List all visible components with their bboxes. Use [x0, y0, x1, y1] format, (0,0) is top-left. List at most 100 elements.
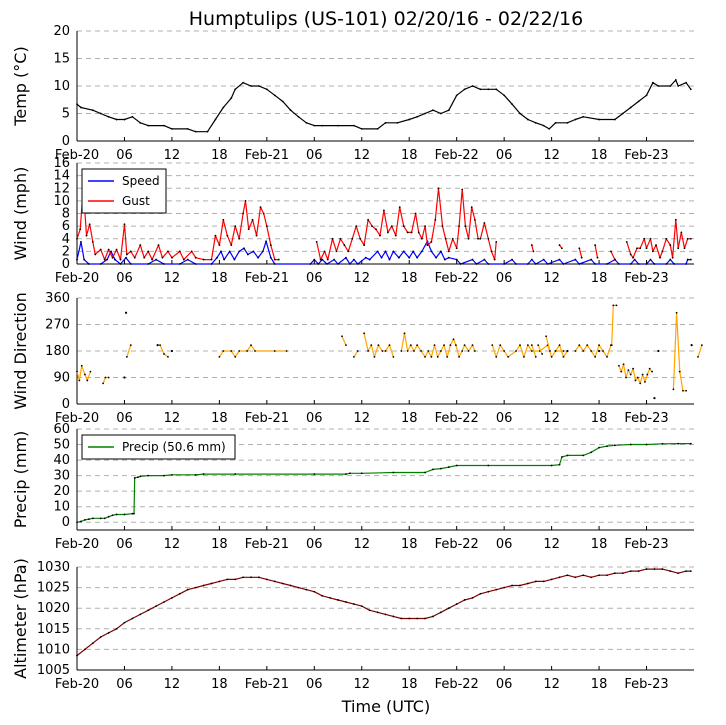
wind-data-point	[384, 250, 387, 253]
direction-data-point	[641, 373, 644, 376]
temp-data-point	[80, 106, 82, 109]
wind-data-point	[685, 263, 687, 265]
direction-data-point	[230, 350, 233, 352]
wind-legend	[81, 168, 167, 214]
wind-data-point	[590, 258, 593, 261]
direction-xtick-label: 06	[116, 411, 133, 426]
altimeter-data-point	[337, 599, 339, 601]
wind-series-gust-line	[316, 187, 497, 261]
direction-data-point	[238, 350, 241, 352]
altimeter-data-point	[242, 576, 245, 579]
temp-data-point	[689, 88, 692, 91]
altimeter-data-point	[479, 592, 482, 595]
wind-xtick-label: 18	[401, 271, 418, 286]
temp-xtick-label: 06	[116, 148, 133, 163]
wind-data-point	[345, 256, 347, 259]
altimeter-data-point	[511, 584, 513, 587]
temp-data-point	[250, 85, 252, 87]
wind-data-point	[493, 258, 496, 261]
wind-data-point	[487, 237, 490, 240]
wind-xtick-label: 12	[543, 271, 560, 286]
wind-data-point	[645, 263, 648, 265]
wind-data-point	[390, 225, 393, 228]
wind-data-point	[87, 263, 90, 265]
direction-data-point	[586, 344, 589, 347]
wind-xtick-label: Feb-22	[435, 271, 479, 286]
altimeter-data-point	[495, 588, 498, 591]
wind-data-point	[139, 244, 142, 246]
temp-data-point	[637, 100, 640, 103]
wind-data-point	[76, 237, 78, 240]
temp-data-point	[107, 115, 110, 118]
wind-data-point	[386, 231, 389, 234]
precip-data-point	[137, 476, 139, 479]
altimeter-data-point	[360, 605, 363, 608]
wind-data-point	[106, 258, 108, 261]
wind-data-point	[255, 234, 258, 237]
wind-data-point	[335, 250, 338, 253]
direction-data-point	[420, 350, 422, 352]
wind-data-point	[661, 250, 664, 253]
direction-data-point	[458, 355, 460, 358]
altimeter-data-point	[637, 570, 640, 573]
direction-data-point	[632, 367, 634, 370]
precip-xtick-label: 12	[353, 537, 370, 552]
wind-data-point	[171, 256, 173, 259]
temp-data-point	[305, 121, 308, 124]
wind-data-point	[111, 256, 114, 259]
wind-data-point	[194, 263, 197, 265]
temp-data-point	[503, 94, 506, 97]
direction-data-point	[403, 332, 406, 335]
direction-series-direction-line	[126, 344, 132, 358]
wind-data-point	[483, 258, 486, 261]
direction-data-point	[651, 370, 653, 373]
altimeter-data-point	[99, 636, 102, 638]
precip-ytick-label: 20	[53, 484, 70, 499]
wind-ytick-label: 14	[53, 169, 70, 184]
wind-ytick-label: 10	[53, 194, 70, 209]
direction-data-point	[449, 344, 452, 347]
temp-xtick-label: 06	[496, 148, 513, 163]
altimeter-data-point	[424, 617, 426, 620]
direction-data-point	[519, 344, 521, 347]
altimeter-data-point	[123, 621, 126, 624]
temp-data-point	[123, 118, 126, 121]
altimeter-data-point	[392, 615, 395, 618]
wind-data-point	[477, 237, 479, 240]
wind-data-point	[182, 258, 185, 261]
altimeter-data-point	[210, 582, 213, 585]
wind-data-point	[223, 258, 226, 261]
wind-data-point	[218, 244, 221, 246]
wind-data-point	[447, 250, 450, 253]
direction-data-point	[545, 335, 547, 338]
direction-ytick-label: 360	[45, 291, 70, 306]
direction-ytick-label: 90	[53, 371, 70, 386]
precip-data-point	[360, 472, 363, 475]
wind-data-point	[186, 258, 189, 261]
wind-data-point	[147, 250, 150, 253]
wind-data-point	[434, 218, 437, 221]
altimeter-data-point	[629, 570, 632, 573]
wind-data-point	[680, 231, 683, 234]
altimeter-data-point	[542, 580, 545, 583]
direction-data-point	[620, 370, 623, 373]
wind-data-point	[85, 234, 88, 237]
wind-data-point	[194, 256, 197, 259]
wind-y-axis-title: Wind (mph)	[11, 167, 30, 261]
direction-data-point	[381, 350, 384, 352]
altimeter-data-point	[487, 590, 490, 593]
direction-xtick-label: 18	[401, 411, 418, 426]
direction-data-point	[373, 355, 376, 358]
direction-data-point	[625, 376, 627, 379]
wind-data-point	[475, 263, 478, 265]
temp-data-point	[230, 97, 233, 99]
direction-data-point	[622, 363, 625, 366]
wind-data-point	[161, 256, 164, 259]
direction-data-point	[356, 350, 359, 352]
direction-data-point	[254, 350, 256, 352]
precip-data-point	[392, 471, 395, 474]
altimeter-xtick-label: Feb-20	[55, 677, 99, 692]
wind-data-point	[689, 258, 692, 261]
